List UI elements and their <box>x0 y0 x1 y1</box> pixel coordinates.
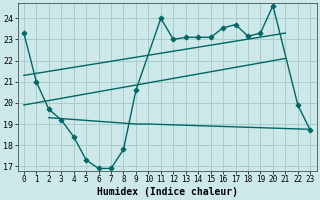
X-axis label: Humidex (Indice chaleur): Humidex (Indice chaleur) <box>97 186 237 197</box>
